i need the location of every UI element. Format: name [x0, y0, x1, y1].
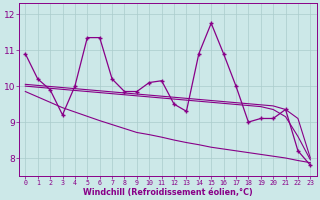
X-axis label: Windchill (Refroidissement éolien,°C): Windchill (Refroidissement éolien,°C) [83, 188, 253, 197]
